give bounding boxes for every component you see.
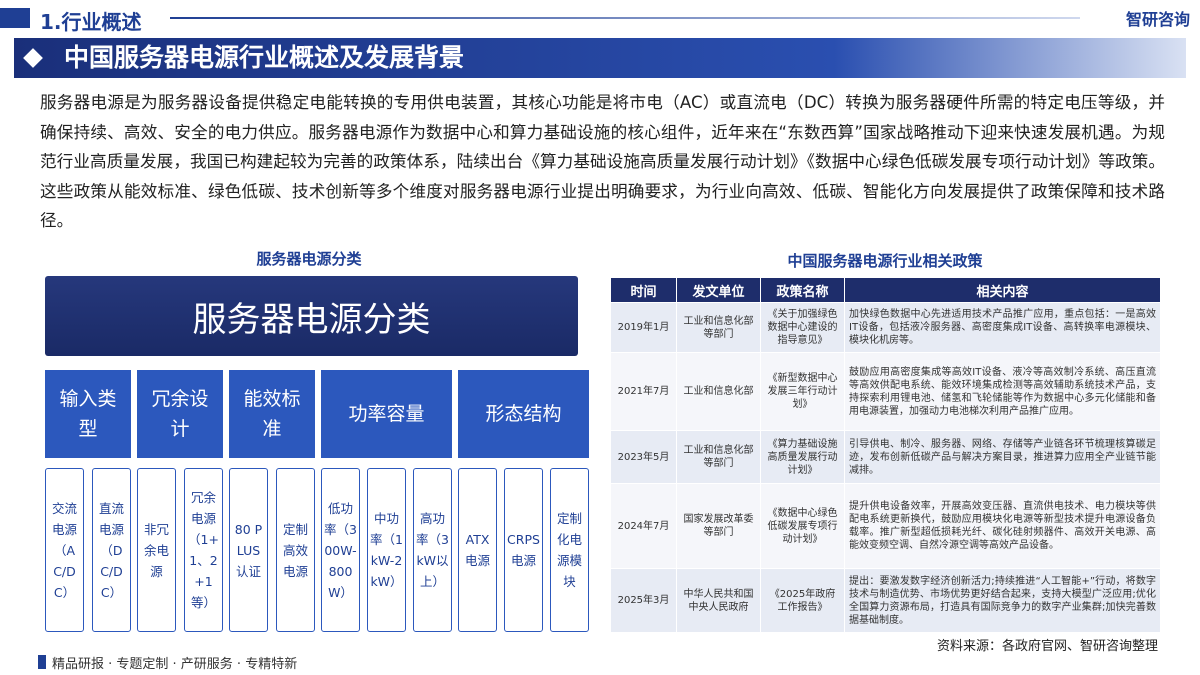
section-label: 1.行业概述 <box>40 10 142 34</box>
header-line <box>170 17 1080 19</box>
table-cell: 加快绿色数据中心先进适用技术产品推广应用，重点包括：一是高效IT设备，包括液冷服… <box>844 302 1161 353</box>
intro-paragraph: 服务器电源是为服务器设备提供稳定电能转换的专用供电装置，其核心功能是将市电（AC… <box>40 93 1165 230</box>
table-cell: 提出：要激发数字经济创新活力;持续推进“人工智能+”行动，将数字技术与制造优势、… <box>844 568 1161 633</box>
table-cell: 国家发展改革委等部门 <box>676 483 761 569</box>
column-header: 相关内容 <box>844 277 1161 303</box>
subcategory: 80 PLUS认证 <box>229 468 268 632</box>
table-row: 2023年5月 工业和信息化部等部门 《算力基础设施高质量发展行动计划》 引导供电、制… <box>610 430 1161 484</box>
table-row: 2019年1月 工业和信息化部等部门 《关于加强绿色数据中心建设的指导意见》 加快绿色… <box>610 302 1161 353</box>
subcategory: 高功率（3kW以上） <box>413 468 452 632</box>
classification-heading: 服务器电源分类 <box>256 250 362 268</box>
subcategory: 非冗余电源 <box>137 468 176 632</box>
title: 中国服务器电源行业概述及发展背景 <box>14 38 1186 78</box>
policy-heading: 中国服务器电源行业相关政策 <box>787 252 983 270</box>
column-header: 政策名称 <box>760 277 845 303</box>
table-cell: 2024年7月 <box>610 483 677 569</box>
subcategory: ATX电源 <box>458 468 497 632</box>
table-row: 2021年7月 工业和信息化部 《新型数据中心发展三年行动计划》 鼓励应用高密度集成等… <box>610 352 1161 431</box>
column-header: 发文单位 <box>676 277 761 303</box>
subcategory: 直流电源（DC/DC） <box>92 468 131 632</box>
table-cell: 工业和信息化部等部门 <box>676 430 761 484</box>
table-row: 2025年3月 中华人民共和国中央人民政府 《2025年政府工作报告》 提出：要激发数… <box>610 568 1161 633</box>
table-cell: 2025年3月 <box>610 568 677 633</box>
subcategory: 交流电源（AC/DC） <box>45 468 84 632</box>
source: 资料来源：各政府官网、智研咨询整理 <box>936 639 1158 654</box>
table-cell: 《新型数据中心发展三年行动计划》 <box>760 352 845 431</box>
section-marker <box>0 8 30 28</box>
table-header: 时间 发文单位 政策名称 相关内容 <box>610 277 1161 303</box>
policy-table: 时间 发文单位 政策名称 相关内容 2019年1月 工业和信息化部等部门 《关于加强绿色数据… <box>610 277 1161 633</box>
table-row: 2024年7月 国家发展改革委等部门 《数据中心绿色低碳发展专项行动计划》 提升供电设… <box>610 483 1161 569</box>
brand: 智研咨询 <box>1125 10 1190 29</box>
table-cell: 鼓励应用高密度集成等高效IT设备、液冷等高效制冷系统、高压直流等高效供配电系统、… <box>844 352 1161 431</box>
category: 输入类型 <box>45 370 131 458</box>
column-header: 时间 <box>610 277 677 303</box>
category: 能效标准 <box>229 370 315 458</box>
table-cell: 2021年7月 <box>610 352 677 431</box>
table-cell: 《2025年政府工作报告》 <box>760 568 845 633</box>
subcategory: 定制高效电源 <box>276 468 315 632</box>
table-cell: 提升供电设备效率，开展高效变压器、直流供电技术、电力模块等供配电系统更新换代，鼓… <box>844 483 1161 569</box>
table-cell: 工业和信息化部等部门 <box>676 302 761 353</box>
table-cell: 2023年5月 <box>610 430 677 484</box>
subcategory: 中功率（1kW-2kW） <box>367 468 406 632</box>
table-cell: 中华人民共和国中央人民政府 <box>676 568 761 633</box>
category: 冗余设计 <box>137 370 223 458</box>
table-cell: 《数据中心绿色低碳发展专项行动计划》 <box>760 483 845 569</box>
subcategory: 冗余电源（1+1、2+1等） <box>184 468 223 632</box>
classification-root: 服务器电源分类 <box>45 276 578 356</box>
footer: 精品研报 · 专题定制 · 产研服务 · 专精特新 <box>52 657 298 672</box>
table-cell: 《关于加强绿色数据中心建设的指导意见》 <box>760 302 845 353</box>
table-cell: 《算力基础设施高质量发展行动计划》 <box>760 430 845 484</box>
category: 功率容量 <box>321 370 452 458</box>
table-cell: 工业和信息化部 <box>676 352 761 431</box>
table-cell: 2019年1月 <box>610 302 677 353</box>
category: 形态结构 <box>458 370 589 458</box>
footer-icon <box>38 655 46 669</box>
subcategory: CRPS电源 <box>504 468 543 632</box>
subcategory: 定制化电源模块 <box>550 468 589 632</box>
table-cell: 引导供电、制冷、服务器、网络、存储等产业链各环节梳理核算碳足迹，发布创新低碳产品… <box>844 430 1161 484</box>
subcategory: 低功率（300W-800W） <box>321 468 360 632</box>
